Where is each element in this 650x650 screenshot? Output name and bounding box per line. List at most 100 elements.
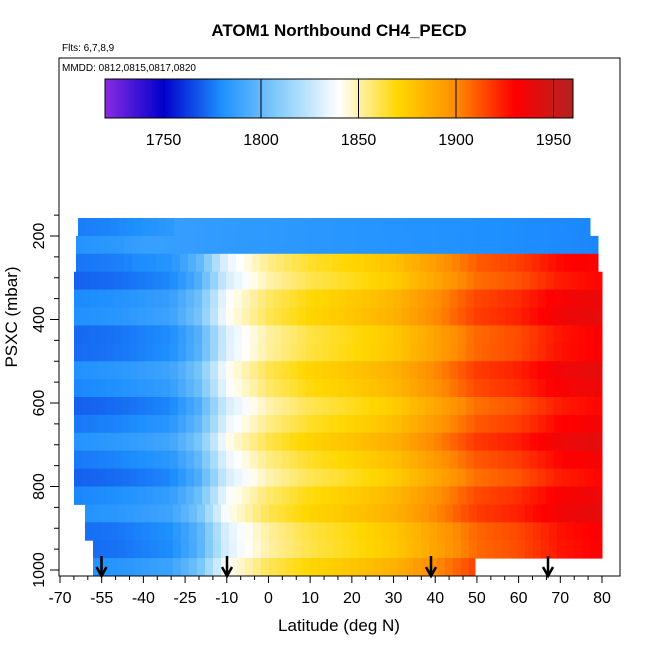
heatmap-cell bbox=[530, 432, 539, 452]
colorbar-gradient bbox=[104, 78, 574, 119]
heatmap-cell bbox=[506, 468, 515, 487]
heatmap-cell bbox=[430, 218, 439, 237]
heatmap-cell bbox=[285, 504, 294, 523]
heatmap-cell bbox=[458, 361, 467, 380]
heatmap-cell bbox=[90, 289, 99, 308]
heatmap-cell bbox=[450, 307, 459, 326]
heatmap-cell bbox=[490, 271, 499, 291]
heatmap-cell bbox=[332, 235, 341, 255]
heatmap-cell bbox=[386, 289, 395, 308]
heatmap-cell bbox=[458, 397, 467, 416]
heatmap-cell bbox=[234, 450, 243, 470]
heatmap-cell bbox=[413, 504, 422, 523]
heatmap-cell bbox=[210, 486, 219, 505]
heatmap-cell bbox=[140, 235, 149, 255]
heatmap-cell bbox=[210, 468, 219, 487]
heatmap-cell bbox=[138, 343, 147, 362]
heatmap-cell bbox=[410, 361, 419, 380]
heatmap-cell bbox=[124, 235, 133, 255]
heatmap-cell bbox=[526, 218, 535, 237]
heatmap-cell bbox=[522, 289, 531, 308]
heatmap-cell bbox=[357, 540, 366, 559]
heatmap-cell bbox=[282, 379, 291, 398]
heatmap-cell bbox=[482, 397, 491, 416]
heatmap-cell bbox=[150, 218, 159, 237]
heatmap-cell bbox=[162, 343, 171, 362]
heatmap-cell bbox=[109, 558, 118, 577]
heatmap-cell bbox=[410, 379, 419, 398]
heatmap-cell bbox=[405, 540, 414, 559]
heatmap-cell bbox=[470, 218, 479, 237]
heatmap-cell bbox=[386, 325, 395, 344]
heatmap-cell bbox=[298, 432, 307, 452]
y-tick-label: 1000 bbox=[31, 552, 48, 588]
heatmap-cell bbox=[578, 379, 587, 398]
heatmap-cell bbox=[474, 432, 483, 452]
heatmap-cell bbox=[98, 432, 107, 452]
heatmap-cell bbox=[538, 343, 547, 362]
heatmap-cell bbox=[322, 307, 331, 326]
heatmap-cell bbox=[498, 325, 507, 344]
heatmap-cell bbox=[157, 522, 166, 541]
heatmap-cell bbox=[116, 253, 125, 273]
heatmap-cell bbox=[290, 325, 299, 344]
heatmap-cell bbox=[242, 271, 251, 291]
heatmap-cell bbox=[181, 540, 190, 559]
heatmap-cell bbox=[586, 414, 595, 434]
heatmap-cell bbox=[450, 468, 459, 487]
heatmap-cell bbox=[162, 379, 171, 398]
heatmap-cell bbox=[186, 414, 195, 434]
heatmap-cell bbox=[366, 218, 375, 237]
heatmap-cell bbox=[178, 432, 187, 452]
heatmap-cell bbox=[93, 504, 102, 523]
heatmap-cell bbox=[242, 486, 251, 505]
heatmap-cell bbox=[190, 218, 199, 237]
heatmap-cell bbox=[418, 432, 427, 452]
heatmap-cell bbox=[338, 289, 347, 308]
heatmap-cell bbox=[389, 558, 398, 577]
heatmap-cell bbox=[365, 522, 374, 541]
heatmap-cell bbox=[82, 325, 91, 344]
heatmap-cell bbox=[346, 432, 355, 452]
heatmap-cell bbox=[178, 468, 187, 487]
heatmap-cell bbox=[230, 218, 239, 237]
heatmap-cell bbox=[554, 379, 563, 398]
heatmap-cell bbox=[330, 414, 339, 434]
heatmap-cell bbox=[277, 558, 286, 577]
heatmap-cell bbox=[562, 307, 571, 326]
heatmap-cell bbox=[396, 253, 405, 273]
heatmap-cell bbox=[522, 343, 531, 362]
heatmap-cell bbox=[290, 397, 299, 416]
heatmap-cell bbox=[146, 397, 155, 416]
heatmap-cell bbox=[154, 307, 163, 326]
heatmap-cell bbox=[325, 522, 334, 541]
heatmap-cell bbox=[469, 504, 478, 523]
colorbar-tick-label: 1950 bbox=[536, 132, 572, 149]
heatmap-cell bbox=[582, 218, 591, 237]
heatmap-cell bbox=[338, 361, 347, 380]
heatmap-cell bbox=[250, 289, 259, 308]
heatmap-cell bbox=[348, 235, 357, 255]
heatmap-cell bbox=[78, 218, 87, 237]
heatmap-cell bbox=[261, 522, 270, 541]
heatmap-cell bbox=[142, 218, 151, 237]
heatmap-cell bbox=[194, 414, 203, 434]
heatmap-cell bbox=[349, 522, 358, 541]
heatmap-cell bbox=[210, 325, 219, 344]
heatmap-cell bbox=[410, 397, 419, 416]
heatmap-cell bbox=[114, 414, 123, 434]
heatmap-cell bbox=[466, 307, 475, 326]
heatmap-cell bbox=[218, 343, 227, 362]
heatmap-cell bbox=[522, 432, 531, 452]
heatmap-cell bbox=[242, 450, 251, 470]
heatmap-cell bbox=[266, 325, 275, 344]
heatmap-cell bbox=[90, 397, 99, 416]
heatmap-cell bbox=[554, 289, 563, 308]
heatmap-cell bbox=[442, 397, 451, 416]
heatmap-cell bbox=[573, 522, 582, 541]
colorbar: 1750 1800 1850 1900 1950 bbox=[104, 78, 574, 149]
heatmap-cell bbox=[242, 343, 251, 362]
heatmap-cell bbox=[493, 540, 502, 559]
heatmap-cell bbox=[450, 432, 459, 452]
heatmap-cell bbox=[370, 289, 379, 308]
